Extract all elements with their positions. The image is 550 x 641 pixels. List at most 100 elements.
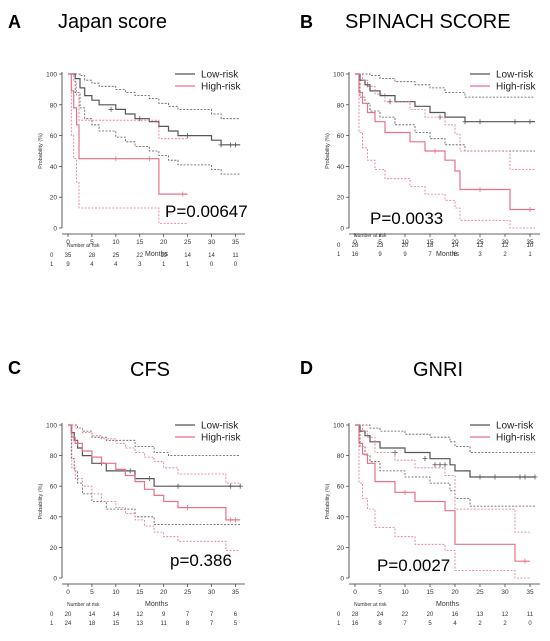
- x-tick-label: 35: [526, 239, 534, 246]
- x-tick-label: 0: [353, 239, 357, 246]
- censor-mark: [422, 456, 428, 462]
- risk-count: 7: [210, 621, 214, 627]
- censor-mark: [228, 142, 234, 148]
- censor-mark: [522, 474, 528, 480]
- risk-count: 5: [234, 621, 238, 627]
- risk-count: 24: [65, 621, 72, 627]
- x-axis-label: Months: [436, 251, 459, 258]
- risk-count: 2: [503, 252, 507, 258]
- risk-count: 16: [352, 252, 359, 258]
- risk-group-label: 0: [50, 253, 54, 259]
- x-tick-label: 25: [476, 589, 484, 596]
- x-tick-label: 25: [476, 239, 484, 246]
- risk-count: 0: [528, 621, 532, 627]
- risk-group-label: 1: [50, 262, 54, 268]
- risk-count: 3: [138, 262, 142, 268]
- censor-mark: [232, 517, 238, 523]
- x-tick-label: 5: [378, 589, 382, 596]
- x-tick-label: 20: [160, 239, 168, 246]
- risk-count: 28: [352, 612, 359, 618]
- x-tick-label: 15: [136, 589, 144, 596]
- ci-upper-low-risk: [355, 424, 535, 453]
- risk-count: 7: [403, 621, 407, 627]
- risk-table-title: Number at risk: [67, 602, 100, 608]
- risk-count: 8: [378, 621, 382, 627]
- risk-group-label: 0: [50, 612, 54, 618]
- risk-count: 28: [352, 243, 359, 249]
- ci-upper-high-risk: [68, 424, 241, 484]
- risk-count: 11: [232, 253, 239, 259]
- risk-group-label: 0: [337, 243, 341, 249]
- x-tick-label: 35: [232, 589, 240, 596]
- survival-line-low-risk: [355, 73, 535, 123]
- ci-upper-high-risk: [355, 73, 535, 170]
- y-tick-label: 0: [53, 226, 57, 233]
- x-tick-label: 5: [90, 239, 94, 246]
- y-axis-label: Probability (%): [325, 483, 331, 519]
- x-tick-label: 20: [451, 239, 459, 246]
- panel-letter: A: [8, 12, 21, 32]
- panel-title: SPINACH SCORE: [345, 11, 511, 33]
- legend-label: High-risk: [201, 433, 241, 444]
- risk-count: 14: [112, 612, 119, 618]
- risk-count: 10: [527, 243, 534, 249]
- y-tick-label: 40: [337, 164, 345, 171]
- y-tick-label: 100: [46, 72, 57, 79]
- x-tick-label: 35: [232, 239, 240, 246]
- panel-title: CFS: [130, 359, 170, 381]
- censor-mark: [113, 156, 119, 162]
- x-axis-label: Months: [145, 251, 168, 258]
- y-tick-label: 20: [337, 545, 345, 552]
- risk-count: 12: [502, 612, 509, 618]
- censor-mark: [127, 468, 133, 474]
- risk-count: 7: [210, 612, 214, 618]
- risk-count: 19: [160, 253, 167, 259]
- panel-letter: C: [8, 358, 21, 378]
- y-tick-label: 100: [333, 72, 344, 79]
- censor-mark: [532, 474, 538, 480]
- legend-label: High-risk: [496, 433, 536, 444]
- risk-count: 18: [89, 621, 96, 627]
- risk-group-label: 1: [337, 621, 341, 627]
- risk-count: 9: [162, 612, 166, 618]
- censor-mark: [180, 191, 186, 197]
- censor-mark: [492, 474, 498, 480]
- risk-count: 15: [112, 621, 119, 627]
- x-tick-label: 20: [451, 589, 459, 596]
- x-tick-label: 25: [184, 589, 192, 596]
- censor-mark: [108, 106, 114, 112]
- censor-mark: [228, 517, 234, 523]
- censor-mark: [432, 148, 438, 154]
- risk-count: 20: [427, 612, 434, 618]
- x-tick-label: 0: [66, 589, 70, 596]
- risk-count: 11: [527, 612, 534, 618]
- risk-count: 12: [477, 243, 484, 249]
- y-tick-label: 20: [337, 195, 345, 202]
- y-tick-label: 60: [337, 484, 345, 491]
- x-tick-label: 25: [184, 239, 192, 246]
- risk-count: 23: [377, 243, 384, 249]
- risk-count: 20: [65, 612, 72, 618]
- risk-count: 35: [65, 253, 72, 259]
- risk-group-label: 0: [337, 612, 341, 618]
- legend-label: Low-risk: [496, 421, 534, 432]
- y-tick-label: 80: [337, 453, 345, 460]
- risk-count: 1: [528, 252, 532, 258]
- risk-count: 14: [184, 253, 191, 259]
- y-tick-label: 20: [50, 195, 58, 202]
- p-value: P=0.0027: [377, 556, 450, 575]
- censor-mark: [442, 462, 448, 468]
- y-tick-label: 100: [333, 423, 344, 430]
- x-tick-label: 10: [401, 589, 409, 596]
- risk-count: 3: [478, 252, 482, 258]
- y-tick-label: 40: [337, 514, 345, 521]
- ci-upper-high-risk: [355, 424, 530, 533]
- censor-mark: [477, 187, 483, 192]
- risk-count: 12: [136, 612, 143, 618]
- ci-lower-low-risk: [68, 73, 241, 175]
- y-axis-label: Probability (%): [325, 133, 331, 169]
- risk-count: 0: [234, 262, 238, 268]
